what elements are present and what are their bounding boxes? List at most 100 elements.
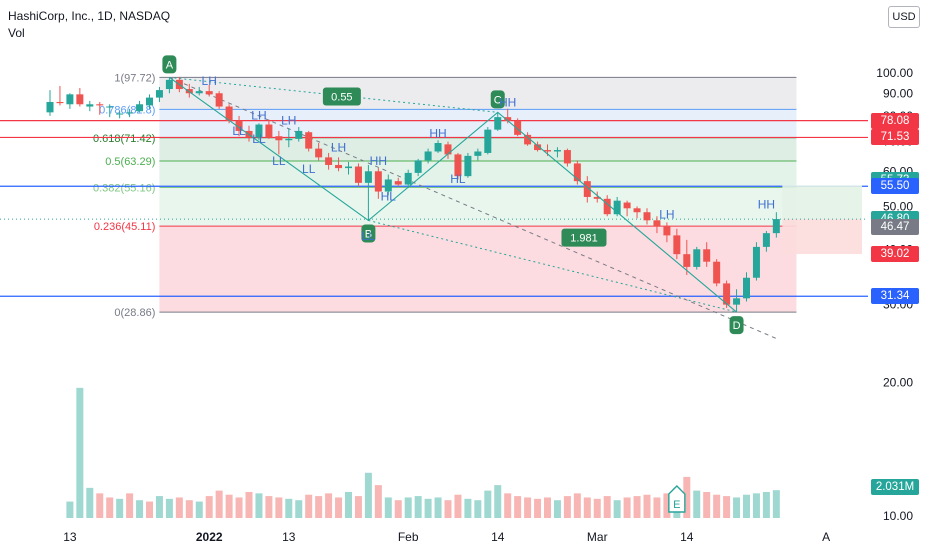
candle [255, 123, 263, 141]
volume-bar [454, 494, 462, 518]
volume-bar [335, 497, 343, 518]
volume-bar [593, 498, 601, 518]
volume-bar [623, 497, 631, 518]
candle [693, 246, 701, 270]
volume-bar [146, 501, 153, 518]
candle [752, 242, 760, 281]
volume-bar [603, 496, 611, 518]
pattern-ratio-label: 1.981 [570, 233, 598, 245]
volume-bar [553, 500, 561, 518]
candle [106, 104, 114, 118]
volume-bar [205, 496, 213, 518]
candle-body [494, 117, 502, 130]
candle-body [424, 151, 432, 161]
candle [673, 228, 681, 260]
chart-title: HashiCorp, Inc., 1D, NASDAQ [8, 9, 171, 23]
candle [384, 174, 392, 196]
candle-body [155, 90, 163, 98]
volume-bar [315, 496, 323, 518]
candle-body [354, 166, 362, 183]
swing-label: HH [370, 154, 387, 168]
volume-bar [96, 493, 104, 518]
time-axis-tick: 13 [282, 530, 296, 544]
time-axis: 13 2022 13 Feb 14 Mar 14 A [63, 530, 830, 544]
candle-body [364, 171, 372, 183]
fib-level-label: 0.618(71.42) [93, 133, 155, 145]
volume-bar [354, 496, 362, 518]
volume-bar [106, 497, 114, 518]
candle [364, 164, 372, 221]
candle [215, 91, 223, 109]
volume-bar [305, 494, 313, 518]
candle [424, 148, 432, 164]
swing-label: LL [252, 132, 266, 146]
pattern-point-marker [729, 316, 744, 335]
volume-bar [434, 497, 442, 518]
pattern-point-label: C [494, 94, 502, 106]
candle [743, 272, 750, 302]
candle-body [663, 226, 671, 236]
swing-label: LL [272, 154, 286, 168]
volume-bar [474, 500, 482, 518]
candle-body [474, 151, 482, 156]
time-axis-tick: A [822, 530, 830, 544]
volume-indicator-label[interactable]: Vol [8, 26, 25, 40]
candle-body [713, 261, 721, 284]
candle [643, 208, 651, 225]
volume-bar [683, 476, 691, 518]
volume-bar [175, 497, 183, 518]
swing-label: LL [232, 124, 246, 138]
fib-level-label: 1(97.72) [114, 72, 155, 84]
candle [205, 84, 213, 97]
volume-bars [66, 387, 780, 518]
volume-bar [414, 496, 422, 518]
pattern-ratio: 1.981 [561, 228, 607, 247]
volume-bar [424, 498, 432, 518]
candle [464, 152, 472, 178]
candle-body [106, 106, 114, 108]
candle-body [76, 94, 84, 105]
candle [136, 100, 144, 113]
pattern-ratio-box [561, 228, 607, 247]
candle-body [394, 181, 402, 185]
trend-channel-line [169, 76, 777, 340]
currency-button[interactable]: USD [888, 6, 920, 28]
volume-bar [464, 498, 472, 518]
candle-body [235, 120, 243, 131]
candle-body [593, 196, 601, 199]
candle [275, 130, 283, 155]
pattern-point-a: A [162, 55, 177, 74]
candle-body [544, 150, 551, 152]
candle [404, 169, 412, 189]
candle [165, 77, 173, 94]
candle-body [404, 172, 412, 185]
volume-bar [524, 497, 532, 518]
candle [633, 206, 641, 219]
time-axis-tick: 13 [63, 530, 77, 544]
volume-bar [165, 498, 173, 518]
volume-bar [185, 500, 193, 518]
volume-bar [484, 490, 492, 518]
candle [146, 94, 153, 109]
candle-body [275, 136, 283, 141]
candle [573, 160, 581, 185]
pattern-bd-line [368, 219, 737, 313]
candle-body [613, 200, 621, 215]
swing-label: HL [450, 172, 466, 186]
volume-bar [444, 500, 452, 518]
volume-bar [275, 497, 283, 518]
position-stop-zone [782, 219, 862, 255]
price-tag: 39.02 [871, 246, 919, 263]
volume-bar [126, 493, 134, 518]
candle [354, 163, 362, 187]
candle-body [454, 154, 462, 177]
volume-bar [345, 491, 352, 518]
candle [76, 87, 84, 107]
candle-body [315, 148, 323, 158]
candle [623, 200, 631, 217]
candle [394, 177, 402, 187]
candle [66, 93, 74, 109]
candle [155, 86, 163, 103]
candle [305, 130, 313, 152]
